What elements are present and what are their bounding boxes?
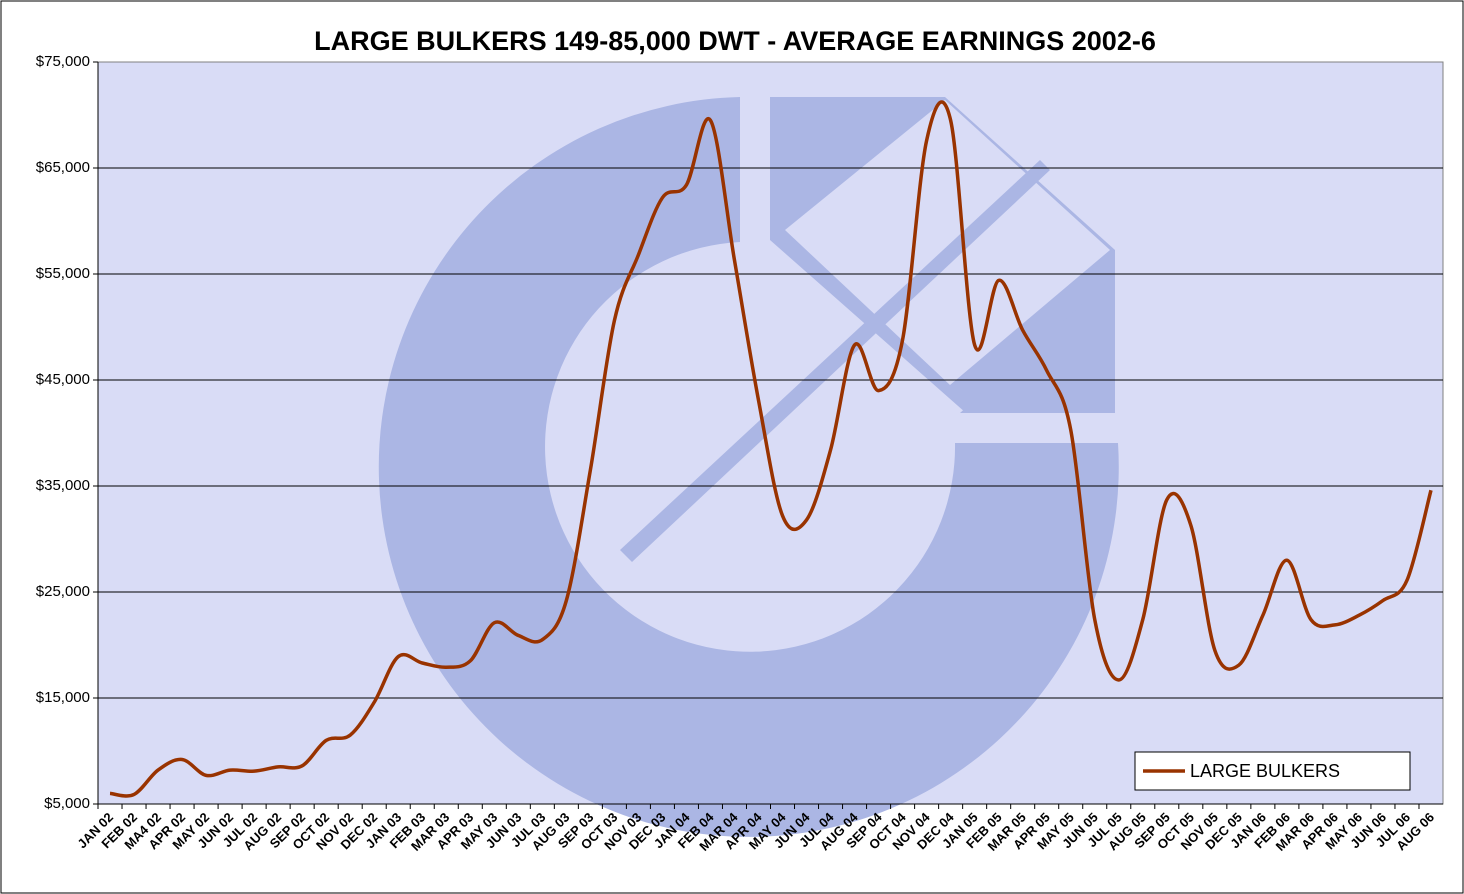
y-tick-label: $65,000 (36, 159, 90, 176)
y-tick-label: $45,000 (36, 371, 90, 388)
chart-title: LARGE BULKERS 149-85,000 DWT - AVERAGE E… (314, 26, 1156, 56)
y-tick-label: $15,000 (36, 689, 90, 706)
y-tick-label: $75,000 (36, 53, 90, 70)
y-tick-label: $35,000 (36, 477, 90, 494)
y-tick-label: $5,000 (44, 795, 90, 812)
y-tick-label: $55,000 (36, 265, 90, 282)
legend-label: LARGE BULKERS (1190, 761, 1340, 781)
y-tick-label: $25,000 (36, 583, 90, 600)
watermark (378, 97, 1119, 837)
series-line (109, 100, 1433, 798)
